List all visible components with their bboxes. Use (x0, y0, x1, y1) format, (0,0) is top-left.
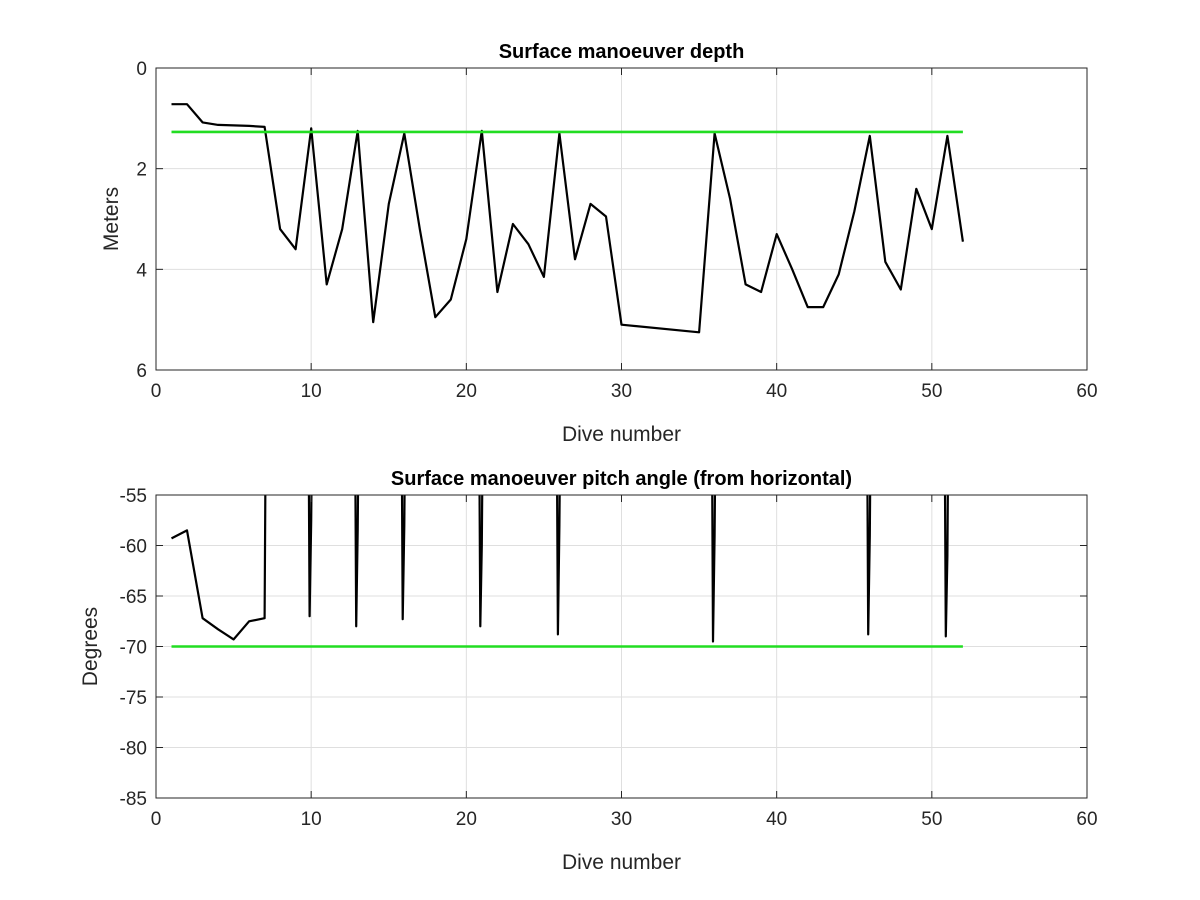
x-tick-label: 30 (611, 381, 632, 402)
y-tick-label: -60 (120, 537, 147, 558)
y-tick-label: -65 (120, 587, 147, 608)
y-tick-label: 6 (136, 361, 147, 382)
chart-title-1: Surface manoeuver depth (499, 41, 745, 63)
x-tick-label: 0 (151, 381, 162, 402)
x-tick-label: 40 (766, 381, 787, 402)
x-tick-label: 0 (151, 809, 162, 830)
chart-1: 0 10 20 30 40 50 60 0 2 4 6 Surface manoeuver depth… (100, 41, 1098, 446)
x-axis-label-2: Dive number (562, 851, 681, 874)
series-group (170, 495, 963, 648)
x-tick-label: 50 (921, 809, 942, 830)
y-tick-label: -85 (120, 789, 147, 810)
y-axis-label-1: Meters (100, 187, 123, 251)
y-tick-label: 0 (136, 59, 147, 80)
x-tick-label: 60 (1076, 809, 1097, 830)
x-tick-label: 30 (611, 809, 632, 830)
data-line-1 (171, 103, 964, 334)
chart-title-2: Surface manoeuver pitch angle (from hori… (391, 468, 852, 490)
x-tick-label: 20 (456, 381, 477, 402)
y-tick-label: -80 (120, 739, 147, 760)
y-tick-label: -55 (120, 486, 147, 507)
x-tick-label: 50 (921, 381, 942, 402)
y-tick-label: -70 (120, 638, 147, 659)
y-tick-label: -75 (120, 688, 147, 709)
x-tick-label: 40 (766, 809, 787, 830)
x-tick-label: 10 (301, 809, 322, 830)
y-tick-label: 4 (136, 260, 147, 281)
y-tick-label: 2 (136, 160, 147, 181)
x-tick-label: 20 (456, 809, 477, 830)
x-axis-label-1: Dive number (562, 423, 681, 446)
chart-2: 0 10 20 30 40 50 60 -55 -60 -65 -70 -75 -80 -85 Surfac… (79, 468, 1098, 874)
x-tick-label: 60 (1076, 381, 1097, 402)
series-group (171, 103, 964, 334)
y-axis-label-2: Degrees (79, 607, 102, 686)
x-tick-label: 10 (301, 381, 322, 402)
